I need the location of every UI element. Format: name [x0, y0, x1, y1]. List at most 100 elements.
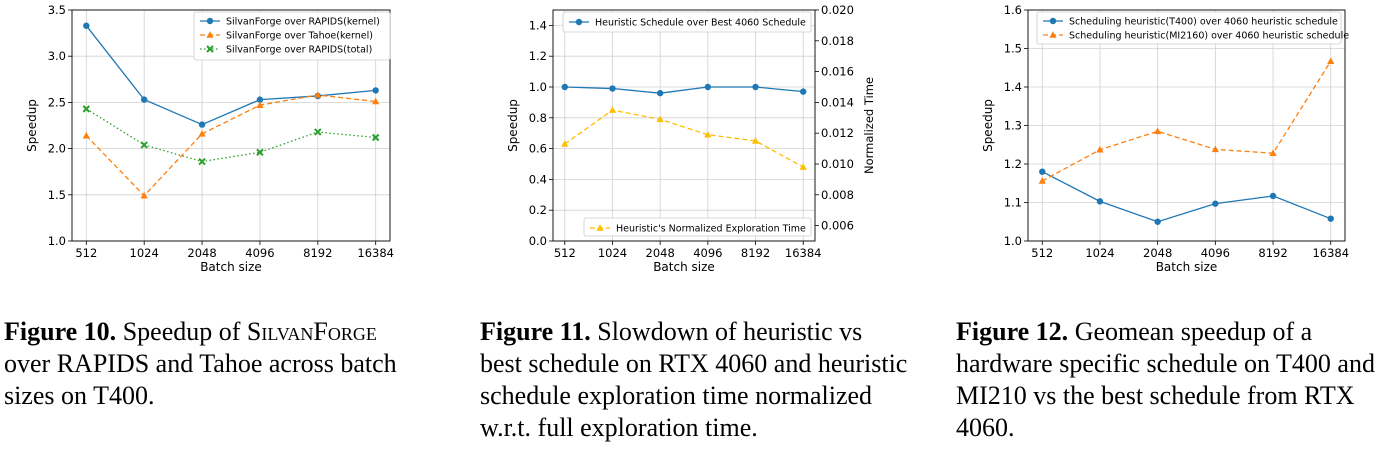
fig12-series-1-point	[1211, 145, 1219, 153]
fig10-ytick-label: 3.0	[48, 49, 66, 63]
fig12-xlabel: Batch size	[1156, 260, 1218, 274]
fig11-series-1-point	[704, 130, 712, 138]
fig11-xtick-label: 8192	[741, 246, 770, 260]
fig10-xtick-label: 1024	[130, 246, 159, 260]
fig11-legend-box	[583, 217, 812, 237]
fig10-series-1-point	[198, 130, 206, 137]
fig11-series-0	[561, 83, 807, 97]
fig10-series-2-point	[314, 128, 322, 136]
fig11-xtick-label: 2048	[646, 246, 675, 260]
fig12-legend: Scheduling heuristic(T400) over 4060 heu…	[1036, 11, 1349, 45]
fig10-series-0-line	[85, 25, 376, 126]
fig10-legend-marker	[206, 17, 214, 25]
fig10-xtick-label: 512	[75, 246, 97, 260]
fig10-legend-label: SilvanForge over RAPIDS(kernel)	[226, 17, 380, 28]
figure-10-chart: 1.0 1.5 2.0 2.5 3.0 3.5 512 1024 2048 4096 8192 163…	[25, 3, 394, 274]
fig12-series-0-point	[1269, 192, 1277, 200]
figure-12-caption: Figure 12. Geomean speedup of a hardware…	[956, 316, 1380, 444]
fig12-series-0-point	[1096, 198, 1104, 205]
fig10-series-1-point	[82, 131, 90, 139]
fig10-series-1	[82, 91, 380, 199]
fig12-series-0-point	[1327, 215, 1334, 222]
fig12-series-0-point	[1039, 168, 1046, 175]
fig11-series-1-point	[799, 163, 807, 170]
fig10-ytick-label: 3.5	[48, 3, 66, 17]
fig10-series-2-point	[82, 105, 91, 113]
fig11-series-0-point	[561, 83, 568, 91]
fig12-ytick-label: 1.3	[1004, 119, 1022, 133]
fig11-gridlines	[553, 10, 815, 242]
figure-10-caption-name: SilvanForge	[246, 317, 377, 346]
fig12-xtick-label: 8192	[1258, 246, 1287, 260]
fig11-series-1-point	[561, 140, 569, 147]
fig10-legend-label: SilvanForge over Tahoe(kernel)	[226, 31, 373, 42]
fig10-legend: SilvanForge over RAPIDS(kernel) SilvanFor…	[193, 11, 391, 61]
fig10-series-2	[82, 105, 380, 166]
fig12-legend-marker	[1049, 31, 1057, 38]
fig10-ytick-label: 2.0	[48, 142, 66, 156]
fig12-series-0	[1039, 168, 1334, 225]
fig10-ytick-label: 2.5	[48, 95, 66, 109]
fig11-series-0-point	[656, 89, 664, 97]
fig10-legend-label: SilvanForge over RAPIDS(total)	[226, 45, 372, 56]
fig12-xtick-label: 16384	[1312, 246, 1349, 260]
figure-11-chart: 0.0 0.2 0.4 0.6 0.8 1.0 1.2 1.4 0.006 0.008 0.010 0…	[506, 3, 876, 274]
fig11-ytick-label: 0.8	[529, 111, 547, 125]
fig12-legend-label: Scheduling heuristic(T400) over 4060 heu…	[1069, 17, 1338, 28]
fig12-ytick-label: 1.2	[1004, 157, 1022, 171]
fig10-series-0-point	[372, 87, 379, 94]
fig10-xlabel: Batch size	[200, 260, 262, 274]
fig10-legend-box	[193, 11, 391, 61]
figure-10-caption-text-a: Speedup of	[122, 317, 241, 346]
fig12-legend-label: Scheduling heuristic(MI2160) over 4060 h…	[1069, 31, 1349, 42]
fig11-ytick-label: 1.0	[529, 80, 547, 94]
fig12-gridlines	[1028, 9, 1345, 242]
fig11-series-0-point	[752, 83, 759, 91]
fig11-ytick-label: 0.2	[529, 203, 547, 217]
fig11-legend-marker	[596, 224, 604, 231]
fig12-legend-marker	[1049, 17, 1057, 25]
fig11-ytick-right-label: 0.008	[821, 188, 854, 202]
figure-11-caption-text: Slowdown of heuristic vs best schedule o…	[480, 317, 908, 442]
fig11-ylabel: Speedup	[506, 99, 520, 152]
fig11-ytick-right-label: 0.014	[821, 95, 854, 109]
fig12-series-1-point	[1154, 127, 1162, 135]
figure-12-panel: 1.0 1.1 1.2 1.3 1.4 1.5 1.6 512 1024 2048 4096 8192…	[950, 0, 1387, 450]
fig10-series-2-line	[85, 108, 376, 163]
fig11-legend-0: Heuristic Schedule over Best 4060 Schedu…	[562, 11, 812, 33]
fig11-ytick-label: 1.4	[529, 18, 547, 32]
fig12-series-1	[1038, 57, 1335, 184]
fig11-ytick-right-label: 0.012	[821, 126, 854, 140]
fig10-xtick-label: 2048	[187, 246, 216, 260]
fig11-ytick-right-label: 0.010	[821, 157, 854, 171]
fig10-series-0-point	[256, 96, 264, 103]
figure-11-panel: 0.0 0.2 0.4 0.6 0.8 1.0 1.2 1.4 0.006 0.008 0.010 0…	[470, 0, 910, 450]
fig12-xtick-label: 512	[1031, 246, 1053, 260]
fig12-ytick-label: 1.1	[1004, 196, 1022, 210]
figure-10-caption-label: Figure 10.	[4, 317, 117, 346]
fig12-ytick-label: 1.5	[1004, 42, 1022, 56]
fig12-xtick-label: 2048	[1143, 246, 1172, 260]
figure-11-caption-label: Figure 11.	[480, 317, 591, 346]
fig10-ylabel: Speedup	[25, 99, 39, 152]
fig12-series-1-point	[1096, 145, 1104, 153]
fig11-legend-label: Heuristic's Normalized Exploration Time	[616, 224, 806, 235]
fig12-series-0-point	[1212, 200, 1219, 207]
fig10-series-1-point	[372, 97, 380, 105]
fig11-series-0-point	[800, 88, 807, 95]
fig10-xtick-label: 4096	[245, 246, 274, 260]
fig10-legend-marker	[206, 31, 214, 38]
fig12-series-1-line	[1041, 60, 1332, 182]
fig10-series-1-point	[314, 91, 322, 98]
fig12-ytick-label: 1.4	[1004, 80, 1022, 94]
figure-12-caption-label: Figure 12.	[956, 317, 1069, 346]
fig11-ytick-label: 1.2	[529, 49, 547, 63]
fig12-series-1-point	[1269, 149, 1277, 157]
fig11-legend-1: Heuristic's Normalized Exploration Time	[583, 217, 812, 237]
fig11-series-1-point	[751, 137, 760, 144]
fig12-ytick-label: 1.6	[1004, 3, 1022, 17]
fig11-ytick-right-label: 0.020	[821, 3, 854, 17]
fig10-series-1-point	[140, 191, 148, 199]
fig12-series-0-line	[1041, 171, 1331, 223]
fig11-ytick-label: 0.4	[529, 172, 547, 186]
